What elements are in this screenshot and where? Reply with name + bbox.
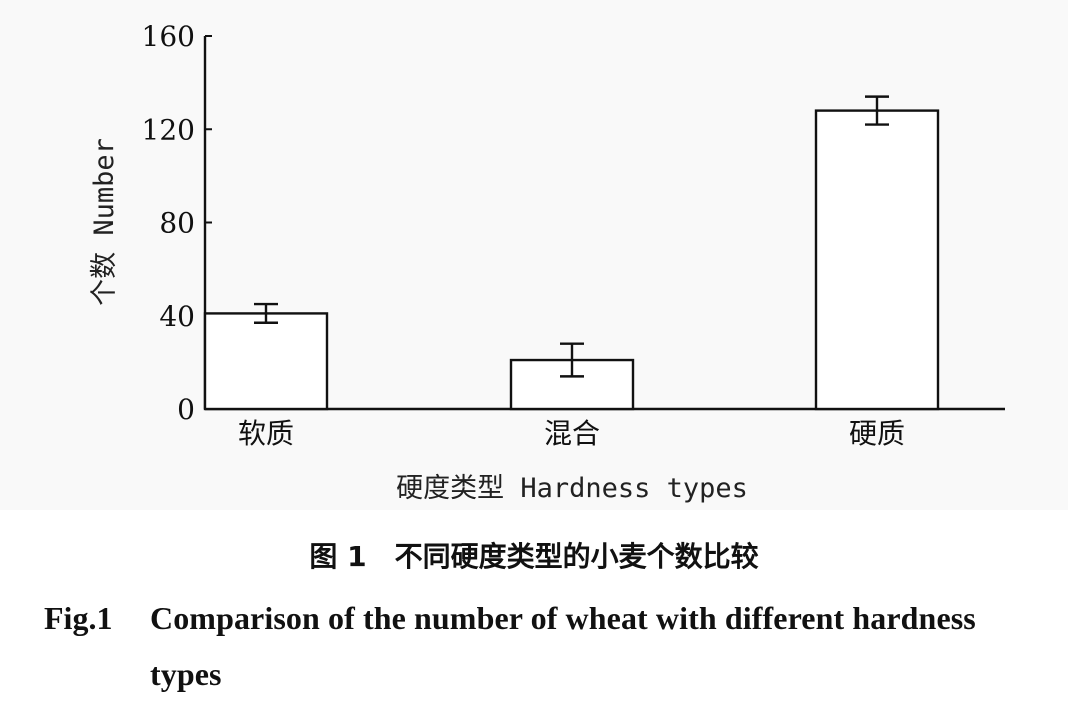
- figure-caption-chinese: 图 1 不同硬度类型的小麦个数比较: [309, 540, 759, 573]
- figure-caption-text: Comparison of the number of wheat with d…: [150, 600, 976, 692]
- y-axis-title: 个数 Number: [89, 138, 120, 306]
- x-axis-title: 硬度类型 Hardness types: [396, 473, 748, 504]
- x-category-label-2: 混合: [544, 417, 600, 450]
- bar-1: [203, 312, 329, 411]
- y-tick-label-0: 0: [177, 393, 195, 426]
- error-bars: [254, 95, 889, 378]
- tick-labels: 0 40 80 120 160 软质 混合 硬质: [142, 20, 905, 450]
- bar-chart: 0 40 80 120 160 软质 混合 硬质 个数 Number 硬度类型 Hardnes…: [89, 20, 1005, 504]
- figure-number: Fig.1: [44, 600, 113, 636]
- bar-3: [814, 109, 940, 411]
- y-tick-label-160: 160: [142, 20, 195, 53]
- figure-panel: 0 40 80 120 160 软质 混合 硬质 个数 Number 硬度类型 Hardnes…: [89, 20, 1005, 504]
- y-tick-label-80: 80: [159, 207, 195, 240]
- y-tick-label-40: 40: [159, 300, 195, 333]
- x-category-label-1: 软质: [238, 417, 294, 450]
- y-tick-label-120: 120: [142, 113, 195, 146]
- x-category-label-3: 硬质: [849, 417, 905, 450]
